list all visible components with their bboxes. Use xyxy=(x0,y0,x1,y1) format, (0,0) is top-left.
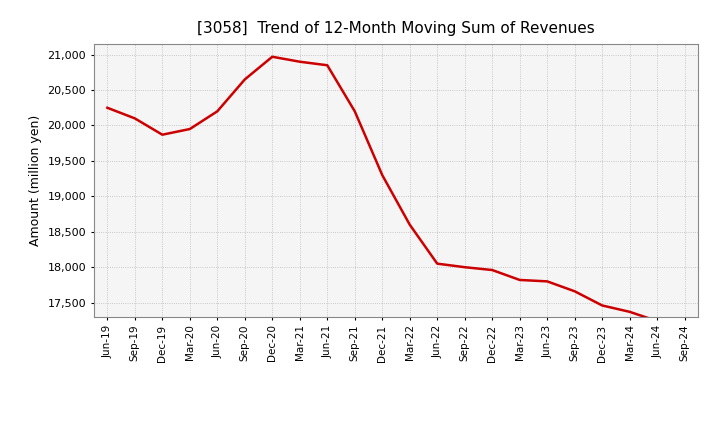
Title: [3058]  Trend of 12-Month Moving Sum of Revenues: [3058] Trend of 12-Month Moving Sum of R… xyxy=(197,21,595,36)
Y-axis label: Amount (million yen): Amount (million yen) xyxy=(29,115,42,246)
